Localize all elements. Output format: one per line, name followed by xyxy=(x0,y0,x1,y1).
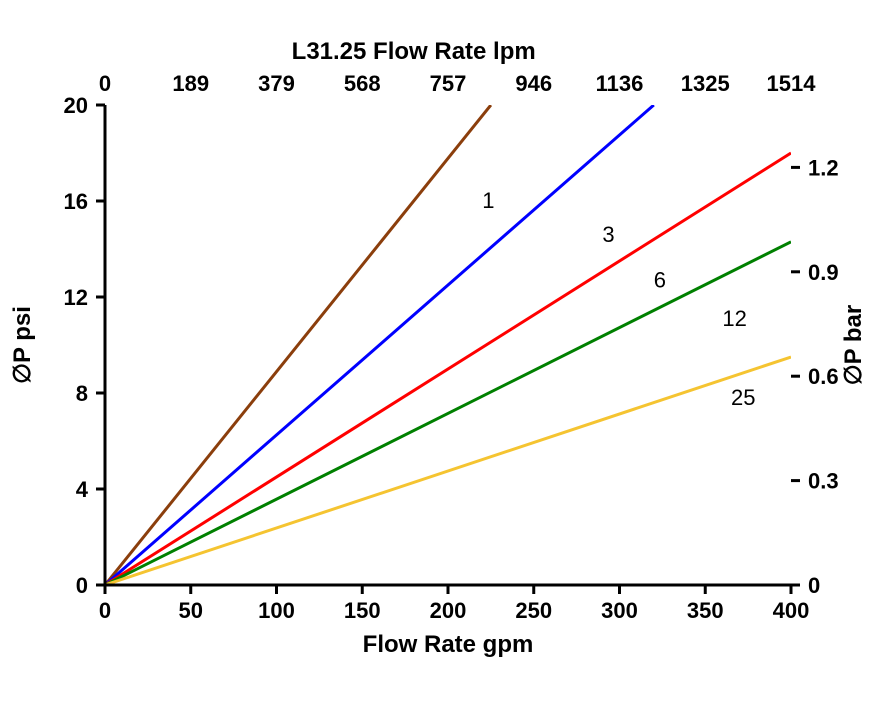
x-tick-label: 300 xyxy=(601,598,638,623)
chart-bg xyxy=(0,0,886,702)
x-top-tick-label: 189 xyxy=(172,71,209,96)
x-top-tick-label: 757 xyxy=(430,71,467,96)
x-top-title: L31.25 Flow Rate lpm xyxy=(292,38,536,65)
x-tick-label: 400 xyxy=(773,598,810,623)
x-top-tick-label: 0 xyxy=(99,71,111,96)
x-tick-label: 100 xyxy=(258,598,295,623)
y-left-label: ∅P psi xyxy=(9,306,36,384)
y-tick-label: 20 xyxy=(64,93,88,118)
x-top-tick-label: 1514 xyxy=(767,71,817,96)
y-tick-label: 4 xyxy=(76,477,89,502)
x-tick-label: 200 xyxy=(430,598,467,623)
y-right-tick-label: 0 xyxy=(808,573,820,598)
x-top-tick-label: 1136 xyxy=(596,71,644,96)
x-tick-label: 150 xyxy=(344,598,381,623)
series-label-1: 1 xyxy=(482,188,494,213)
y-tick-label: 12 xyxy=(64,285,88,310)
y-right-tick-label: 0.3 xyxy=(808,469,839,494)
x-tick-label: 350 xyxy=(687,598,724,623)
y-right-tick-label: 0.6 xyxy=(808,364,839,389)
x-bottom-label: Flow Rate gpm xyxy=(363,631,534,658)
series-label-6: 6 xyxy=(654,267,666,292)
x-tick-label: 250 xyxy=(515,598,552,623)
series-label-3: 3 xyxy=(602,222,614,247)
x-tick-label: 0 xyxy=(99,598,111,623)
y-right-label: ∅P bar xyxy=(840,305,867,386)
series-label-25: 25 xyxy=(731,385,755,410)
x-top-tick-label: 568 xyxy=(344,71,381,96)
y-tick-label: 0 xyxy=(76,573,88,598)
series-label-12: 12 xyxy=(722,306,746,331)
y-right-tick-label: 0.9 xyxy=(808,260,839,285)
chart-svg: 050100150200250300350400Flow Rate gpm018… xyxy=(0,0,886,702)
x-tick-label: 50 xyxy=(179,598,203,623)
y-right-tick-label: 1.2 xyxy=(808,155,839,180)
x-top-tick-label: 1325 xyxy=(681,71,730,96)
x-top-tick-label: 379 xyxy=(258,71,295,96)
y-tick-label: 8 xyxy=(76,381,88,406)
chart-container: { "chart": { "type": "line", "background… xyxy=(0,0,886,702)
y-tick-label: 16 xyxy=(64,189,88,214)
x-top-tick-label: 946 xyxy=(515,71,552,96)
